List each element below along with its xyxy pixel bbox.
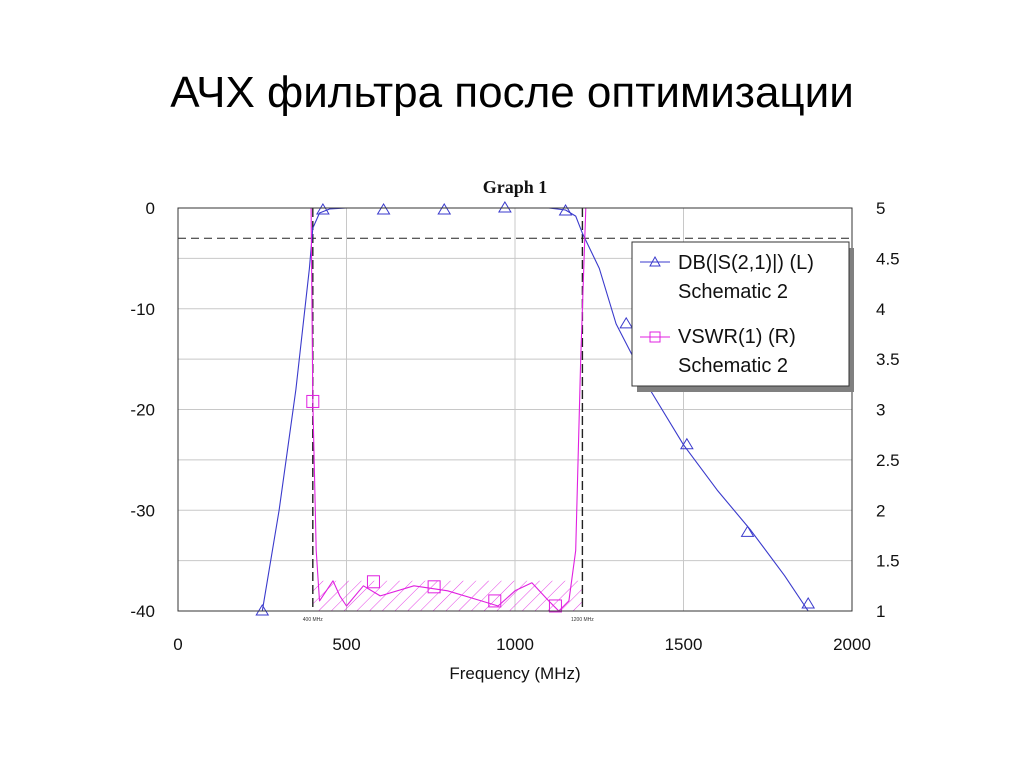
svg-text:500: 500 [332,635,360,654]
svg-text:-40: -40 [130,602,155,621]
svg-text:2: 2 [876,501,885,520]
svg-text:5: 5 [876,199,885,218]
chart-series [261,208,809,611]
graph-title: Graph 1 [482,177,548,197]
chart-grid [178,208,852,611]
legend-item-s21: DB(|S(2,1)|) (L) Schematic 2 [640,252,814,303]
svg-text:-20: -20 [130,401,155,420]
svg-text:2000: 2000 [833,635,871,654]
legend-item-vswr: VSWR(1) (R) Schematic 2 [640,326,796,377]
svg-text:0: 0 [173,635,182,654]
svg-text:1: 1 [876,602,885,621]
legend: DB(|S(2,1)|) (L) Schematic 2 VSWR(1) (R)… [631,241,854,392]
svg-text:400 MHz: 400 MHz [303,617,324,623]
svg-text:1200 MHz: 1200 MHz [571,617,594,623]
svg-text:4.5: 4.5 [876,249,900,268]
plot-frame [177,207,853,612]
svg-text:1000: 1000 [496,635,534,654]
legend-label-s21: DB(|S(2,1)|) (L) [678,252,814,274]
svg-text:-30: -30 [130,501,155,520]
slide-title: АЧХ фильтра после оптимизации [170,68,854,117]
svg-text:4: 4 [876,300,885,319]
svg-text:1.5: 1.5 [876,552,900,571]
svg-text:-10: -10 [130,300,155,319]
svg-text:1500: 1500 [665,635,703,654]
x-axis-label: Frequency (MHz) [449,664,580,683]
svg-text:2.5: 2.5 [876,451,900,470]
svg-text:0: 0 [146,199,155,218]
svg-text:3.5: 3.5 [876,350,900,369]
legend-sublabel-vswr: Schematic 2 [678,355,788,377]
square-marker-icon [649,331,661,343]
triangle-marker-icon [649,255,661,267]
vswr-spec-hatched-region [312,580,583,611]
legend-sublabel-s21: Schematic 2 [678,281,788,303]
svg-text:3: 3 [876,401,885,420]
series-markers [255,201,816,616]
axis-ticks: 0 500 1000 1500 2000 0 -10 -20 -30 -40 5 4.5 4 3.5 3 2.… [130,199,899,654]
legend-label-vswr: VSWR(1) (R) [678,326,796,348]
